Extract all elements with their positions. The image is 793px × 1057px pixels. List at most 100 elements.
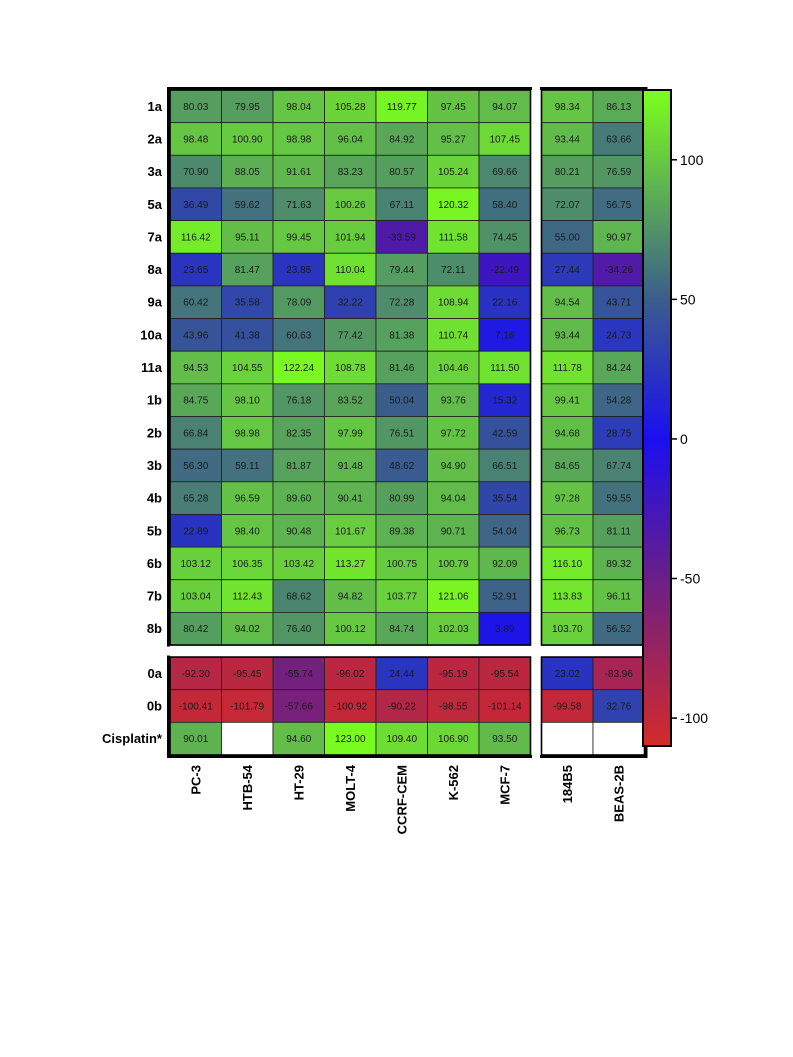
cell-value: 65.28 [183, 494, 208, 505]
cell-value: 122.24 [283, 363, 314, 374]
cell-value: 67.11 [390, 200, 415, 211]
cell-value: 89.38 [389, 526, 414, 537]
heatmap-cell [169, 350, 222, 385]
cell-value: 58.40 [492, 200, 517, 211]
heatmap-cell [375, 285, 428, 319]
cell-value: 94.54 [555, 298, 580, 309]
heatmap-cell [592, 448, 645, 483]
cell-value: -98.55 [439, 702, 468, 713]
cell-value: 22.16 [492, 298, 517, 309]
heatmap-cell [592, 481, 645, 515]
cell-value: 97.45 [441, 102, 466, 113]
cell-value: 98.34 [555, 102, 580, 113]
cell-value: 116.10 [552, 559, 582, 570]
cell-value: 96.59 [235, 494, 260, 505]
cell-value: 108.78 [335, 363, 366, 374]
cell-value: 113.83 [552, 592, 582, 603]
heatmap-cell [427, 579, 480, 613]
cell-value: 59.55 [606, 494, 631, 505]
heatmap-cell [478, 154, 531, 189]
cell-value: 81.87 [286, 461, 311, 472]
heatmap-cell [592, 187, 645, 221]
heatmap-cell [375, 481, 428, 515]
cell-value: 3.89 [495, 624, 515, 635]
cell-value: 22.89 [183, 526, 208, 537]
heatmap-cell [324, 383, 377, 417]
heatmap-cell [541, 689, 594, 723]
cell-value: 94.82 [338, 592, 363, 603]
cell-value: 36.49 [183, 200, 208, 211]
heatmap-cell [592, 252, 645, 287]
cell-value: 59.11 [235, 461, 260, 472]
heatmap-cell [592, 350, 645, 385]
heatmap-cell [592, 285, 645, 319]
heatmap-cell [592, 656, 645, 691]
heatmap-cell [169, 448, 222, 483]
heatmap-cell [478, 546, 531, 581]
heatmap-cell [592, 154, 645, 189]
cell-value: 116.42 [181, 232, 211, 243]
heatmap-cell [169, 481, 222, 515]
row-label: Cisplatin* [102, 731, 163, 746]
cell-value: 83.23 [338, 167, 363, 178]
cell-value: 79.44 [389, 265, 414, 276]
cell-value: 113.27 [335, 559, 365, 570]
cell-value: 95.11 [235, 232, 260, 243]
row-labels: 1a 2a 3a 5a 7a 8a 9a 10a 11a 1b 2b 3b 4b 5b 6b 7b 8b 0a 0b… [102, 99, 163, 746]
cell-value: 56.52 [606, 624, 631, 635]
heatmap-cell [592, 579, 645, 613]
heatmap-cell [375, 252, 428, 287]
column-label: CCRF-CEM [394, 765, 409, 834]
cell-value: 103.70 [552, 624, 583, 635]
heatmap-cell [272, 220, 325, 254]
cell-value: 97.99 [338, 428, 363, 439]
heatmap-cell [541, 612, 594, 646]
cell-value: 111.58 [439, 232, 469, 243]
row-label: 6b [147, 556, 162, 571]
heatmap-cell [427, 514, 480, 548]
cell-value: 105.24 [438, 167, 469, 178]
cell-value: 99.45 [286, 232, 311, 243]
cell-value: 98.98 [286, 134, 311, 145]
row-gap [167, 646, 648, 656]
cell-value: 94.53 [183, 363, 208, 374]
cell-value: -99.58 [553, 702, 582, 713]
cell-value: 60.63 [286, 330, 311, 341]
colorbar-tick-label: -100 [680, 710, 708, 726]
cell-value: 90.97 [606, 232, 631, 243]
cell-value: 84.65 [555, 461, 580, 472]
heatmap-cell [272, 285, 325, 319]
heatmap-cell [272, 350, 325, 385]
heatmap-cell [169, 220, 222, 254]
heatmap-cell [272, 187, 325, 221]
row-label: 0b [147, 699, 162, 714]
row-label: 2a [148, 131, 163, 146]
heatmap-cell [375, 579, 428, 613]
row-label: 9a [148, 295, 163, 310]
cell-value: 67.74 [606, 461, 631, 472]
cell-value: 80.03 [183, 102, 208, 113]
cell-value: 32.22 [338, 298, 363, 309]
cell-value: -95.19 [439, 669, 468, 680]
heatmap-cell [169, 612, 222, 646]
cell-value: 91.48 [338, 461, 363, 472]
heatmap-cell [272, 579, 325, 613]
heatmap-cell [541, 318, 594, 352]
heatmap-cell [221, 318, 274, 352]
cell-value: 68.62 [286, 592, 311, 603]
cell-value: 48.62 [389, 461, 414, 472]
heatmap-cell [324, 285, 377, 319]
cell-value: -95.45 [233, 669, 262, 680]
cell-value: 111.50 [490, 363, 520, 374]
heatmap-cell [221, 350, 274, 385]
cell-value: 90.71 [441, 526, 466, 537]
heatmap-cell [169, 416, 222, 450]
colorbar-tick-label: 0 [680, 431, 688, 447]
heatmap-cell [427, 721, 480, 756]
heatmap-cell [541, 154, 594, 189]
cell-value: 103.04 [180, 592, 211, 603]
heatmap-cell [541, 187, 594, 221]
heatmap-cell [427, 546, 480, 581]
cell-value: 97.28 [555, 494, 580, 505]
